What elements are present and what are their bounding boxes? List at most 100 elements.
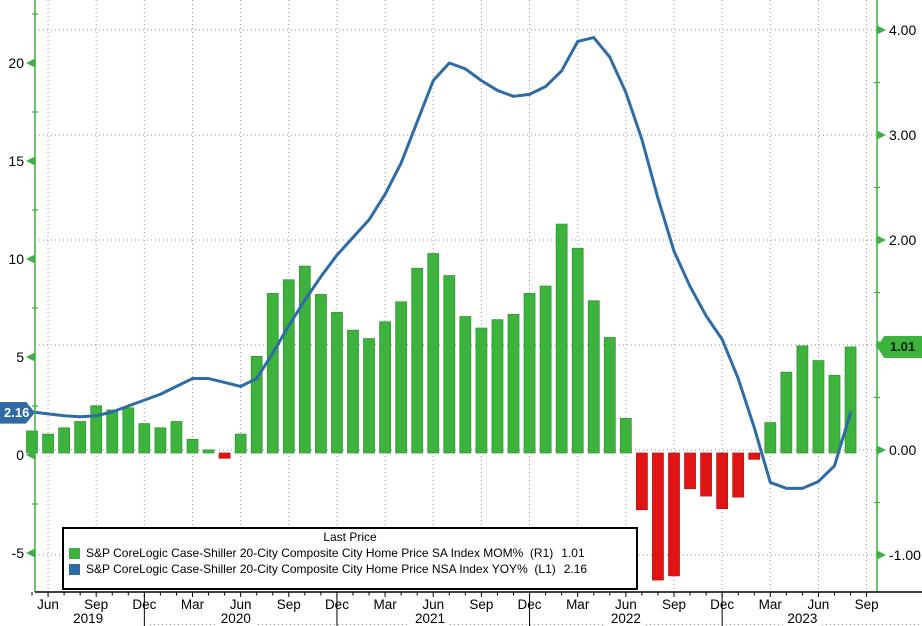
mom-bar-positive [363, 338, 375, 454]
mom-bar-positive [331, 311, 343, 454]
mom-bar-positive [266, 293, 279, 454]
left-axis-tick-arrow [26, 352, 35, 362]
mom-bar-positive [796, 345, 809, 454]
x-quarter-label: Jun [230, 597, 252, 612]
x-year-label: 2022 [611, 611, 641, 626]
x-quarter-label: Mar [759, 597, 783, 612]
mom-bar-positive [138, 423, 151, 454]
mom-bar-negative [652, 452, 664, 581]
legend-row-yoy: S&P CoreLogic Case-Shiller 20-City Compo… [64, 561, 636, 577]
mom-bar-positive [844, 346, 857, 454]
x-quarter-label: Mar [566, 597, 590, 612]
mom-bar-positive [234, 433, 247, 454]
legend-title: Last Price [323, 530, 377, 544]
mom-bar-positive [764, 422, 777, 454]
mom-bar-positive [427, 253, 440, 454]
mom-bar-positive [812, 360, 825, 454]
right-axis-tick-label: 0.00 [889, 442, 916, 458]
mom-bar-positive [619, 417, 632, 454]
legend: Last Price S&P CoreLogic Case-Shiller 20… [62, 527, 638, 590]
year-label-backing [782, 612, 823, 626]
right-axis-tick-label: 4.00 [889, 22, 916, 38]
legend-label-yoy: S&P CoreLogic Case-Shiller 20-City Compo… [86, 562, 556, 576]
mom-bar-positive [90, 405, 103, 454]
x-quarter-label: Sep [855, 597, 879, 612]
mom-bar-positive [443, 275, 456, 454]
mom-bar-positive [347, 329, 359, 454]
mom-bar-positive [539, 285, 552, 454]
mom-bar-negative [732, 452, 745, 498]
x-year-label: 2021 [415, 611, 445, 626]
last-price-badge-yoy: 2.16 [0, 401, 35, 424]
mom-bar-negative [668, 452, 680, 577]
mom-bar-positive [170, 421, 183, 454]
x-quarter-label: Sep [662, 597, 686, 612]
yoy-line [30, 36, 853, 490]
mom-bar-negative [684, 452, 696, 490]
mom-bar-positive [507, 314, 520, 454]
left-axis-tick-label: 5 [16, 349, 24, 365]
mom-bar-positive [459, 316, 472, 454]
mom-bar-positive [780, 371, 793, 454]
left-axis-tick-label: 15 [8, 153, 24, 169]
mom-bar-positive [26, 430, 38, 454]
x-quarter-label: Sep [84, 597, 108, 612]
mom-bar-positive [186, 438, 199, 454]
year-label-backing [410, 612, 451, 626]
x-year-label: 2023 [787, 611, 817, 626]
mom-bar-positive [491, 319, 504, 454]
x-quarter-label: Jun [37, 597, 59, 612]
mom-bar-positive [587, 300, 600, 454]
mom-bar-positive [555, 223, 568, 454]
x-quarter-label: Mar [373, 597, 397, 612]
left-axis-tick-arrow [26, 450, 35, 460]
left-axis-tick-arrow [26, 156, 35, 166]
mom-bar-positive [475, 327, 488, 454]
right-axis-tick-label: 3.00 [889, 127, 916, 143]
left-axis-tick-label: 0 [16, 447, 24, 463]
legend-value-yoy: 2.16 [563, 562, 588, 576]
mom-bar-negative [636, 452, 648, 511]
legend-swatch-mom [69, 547, 80, 559]
left-axis-tick-label: 10 [8, 251, 24, 267]
left-axis-tick-arrow [26, 58, 35, 68]
left-axis-tick-label: 20 [8, 55, 24, 71]
last-price-value-yoy: 2.16 [4, 405, 30, 421]
mom-bar-negative [748, 452, 761, 460]
legend-row-mom: S&P CoreLogic Case-Shiller 20-City Compo… [64, 545, 636, 561]
x-quarter-label: Jun [422, 597, 444, 612]
right-axis-tick-label: -1.00 [889, 547, 921, 563]
mom-bar-positive [282, 279, 295, 454]
year-label-backing [605, 612, 646, 626]
last-price-badge-mom: 1.01 [877, 335, 922, 358]
last-price-value-mom: 1.01 [889, 339, 916, 355]
mom-bar-positive [298, 265, 311, 454]
mom-bar-positive [603, 337, 616, 454]
right-axis-tick-arrow [877, 235, 886, 245]
mom-bar-negative [716, 452, 729, 510]
mom-bar-negative [700, 452, 712, 497]
mom-bar-positive [395, 301, 408, 454]
x-quarter-label: Jun [808, 597, 830, 612]
right-axis-tick-arrow [877, 25, 886, 35]
mom-bar-positive [315, 294, 327, 454]
mom-bar-positive [523, 293, 536, 454]
left-axis-tick-arrow [26, 254, 35, 264]
year-label-backing [68, 612, 109, 626]
legend-value-mom: 1.01 [561, 546, 585, 560]
mom-bar-negative [218, 452, 231, 459]
legend-label-mom: S&P CoreLogic Case-Shiller 20-City Compo… [86, 546, 554, 560]
left-axis-tick-label: -5 [12, 545, 25, 561]
x-year-label: 2019 [73, 611, 103, 626]
mom-bar-positive [122, 407, 135, 454]
mom-bar-positive [42, 433, 54, 454]
mom-bar-positive [154, 427, 167, 454]
mom-bar-positive [411, 267, 424, 454]
mom-bar-positive [58, 427, 70, 454]
mom-bar-positive [202, 449, 215, 454]
x-quarter-label: Sep [277, 597, 301, 612]
x-quarter-label: Mar [181, 597, 205, 612]
mom-bar-positive [828, 374, 841, 454]
